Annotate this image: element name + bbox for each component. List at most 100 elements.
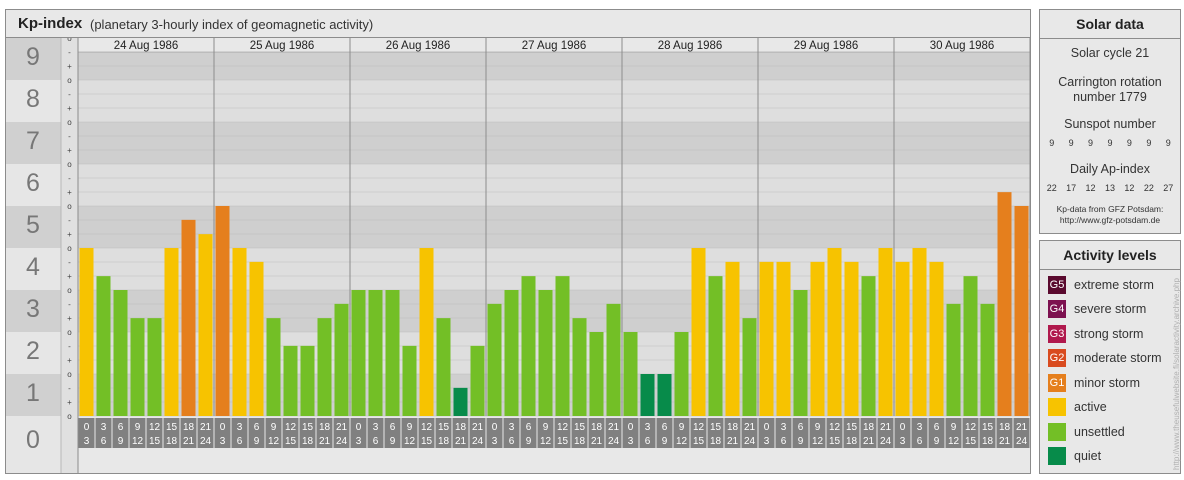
ap-value: 17	[1066, 183, 1077, 193]
interval-start-label: 9	[543, 422, 549, 433]
y-band-label-bg	[6, 164, 61, 206]
kp-bar	[130, 318, 145, 416]
y-minor-label: -	[68, 216, 71, 225]
y-minor-label: o	[67, 38, 72, 43]
kp-bar	[164, 248, 179, 416]
interval-cell	[741, 418, 758, 448]
kp-bar	[657, 374, 672, 416]
interval-start-label: 12	[285, 422, 297, 433]
y-minor-label: +	[67, 398, 72, 407]
interval-end-label: 18	[982, 436, 994, 447]
interval-cell	[367, 418, 384, 448]
interval-start-label: 12	[421, 422, 433, 433]
interval-cell	[792, 418, 809, 448]
y-minor-label: +	[67, 314, 72, 323]
interval-cell	[724, 418, 741, 448]
plot-band	[78, 164, 1030, 206]
kp-bar	[487, 303, 502, 416]
kp-bar	[249, 261, 264, 416]
interval-start-label: 3	[645, 422, 651, 433]
interval-cell	[435, 418, 452, 448]
solar-cycle: Solar cycle 21	[1070, 46, 1150, 60]
interval-end-label: 9	[934, 436, 940, 447]
interval-start-label: 6	[390, 422, 396, 433]
interval-end-label: 24	[880, 436, 892, 447]
interval-end-label: 3	[900, 436, 906, 447]
interval-cell	[605, 418, 622, 448]
kp-bar	[827, 248, 842, 416]
kp-bar	[725, 261, 740, 416]
kp-bar	[1014, 206, 1029, 416]
interval-start-label: 6	[798, 422, 804, 433]
y-tick-label: 3	[26, 295, 40, 323]
interval-start-label: 18	[863, 422, 875, 433]
kp-bar	[623, 332, 638, 416]
interval-start-label: 0	[220, 422, 226, 433]
plot-band	[78, 122, 1030, 164]
interval-cell	[911, 418, 928, 448]
y-minor-label: +	[67, 188, 72, 197]
interval-start-label: 3	[101, 422, 107, 433]
sunspot-value: 9	[1165, 138, 1171, 148]
activity-level-item: G1 minor storm	[1048, 373, 1140, 392]
sunspot-value: 9	[1088, 138, 1094, 148]
interval-end-label: 21	[319, 436, 331, 447]
interval-cell	[384, 418, 401, 448]
kp-bar	[793, 290, 808, 416]
interval-end-label: 6	[509, 436, 515, 447]
ap-value: 27	[1163, 183, 1174, 193]
interval-start-label: 9	[679, 422, 685, 433]
interval-start-label: 12	[557, 422, 569, 433]
interval-end-label: 15	[693, 436, 705, 447]
activity-level-item: unsettled	[1048, 422, 1125, 441]
interval-end-label: 24	[336, 436, 348, 447]
interval-end-label: 18	[302, 436, 314, 447]
interval-start-label: 0	[628, 422, 634, 433]
interval-end-label: 21	[591, 436, 603, 447]
y-minor-label: -	[68, 384, 71, 393]
y-minor-label: -	[68, 342, 71, 351]
interval-start-label: 0	[900, 422, 906, 433]
kp-bar	[572, 318, 587, 416]
solar-data-panel: Solar data Solar cycle 21 Carrington rot…	[1039, 9, 1181, 234]
kp-bar	[283, 345, 298, 416]
ap-value: 22	[1143, 183, 1154, 193]
interval-end-label: 3	[628, 436, 634, 447]
kp-bar	[181, 219, 196, 416]
source-link[interactable]: http://www.gfz-potsdam.de	[1059, 215, 1161, 225]
interval-start-label: 9	[951, 422, 957, 433]
y-tick-label: 2	[26, 337, 40, 365]
interval-cell	[571, 418, 588, 448]
interval-end-label: 15	[965, 436, 977, 447]
interval-start-label: 15	[574, 422, 586, 433]
kp-bar	[963, 276, 978, 416]
interval-end-label: 15	[557, 436, 569, 447]
interval-start-label: 0	[84, 422, 90, 433]
activity-level-swatch: G4	[1048, 300, 1066, 318]
chart-title-bar: Kp-index (planetary 3-hourly index of ge…	[6, 10, 1030, 38]
y-band-label-bg	[6, 332, 61, 374]
kp-bar	[521, 276, 536, 416]
interval-start-label: 6	[254, 422, 260, 433]
interval-cell	[248, 418, 265, 448]
y-minor-label: -	[68, 132, 71, 141]
interval-end-label: 9	[118, 436, 124, 447]
interval-cell	[588, 418, 605, 448]
interval-start-label: 0	[764, 422, 770, 433]
interval-cell	[316, 418, 333, 448]
kp-bar	[555, 276, 570, 416]
interval-start-label: 12	[829, 422, 841, 433]
activity-level-swatch: G1	[1048, 373, 1066, 392]
interval-cell	[333, 418, 350, 448]
y-minor-label: -	[68, 90, 71, 99]
y-minor-label: +	[67, 356, 72, 365]
ap-value: 12	[1124, 183, 1135, 193]
kp-bar	[402, 345, 417, 416]
interval-cell	[537, 418, 554, 448]
ap-values: 22 17 12 13 12 22 27	[1042, 183, 1178, 193]
interval-cell	[452, 418, 469, 448]
activity-level-item: G2 moderate storm	[1048, 349, 1162, 368]
interval-cell	[554, 418, 571, 448]
y-band-label-bg	[6, 38, 61, 80]
y-band-label-bg	[6, 416, 61, 473]
